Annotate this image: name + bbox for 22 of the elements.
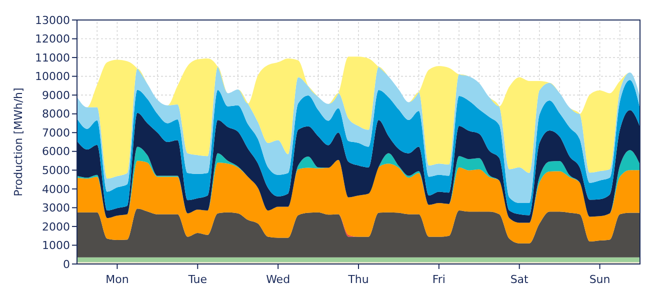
- y-tick-label: 1000: [42, 239, 70, 252]
- y-tick-label: 4000: [42, 182, 70, 196]
- x-tick-label: Mon: [106, 273, 129, 286]
- y-tick-label: 10000: [35, 70, 70, 84]
- x-tick-label: Sat: [510, 273, 530, 286]
- y-tick-label: 12000: [35, 32, 70, 46]
- y-tick-label: 7000: [42, 126, 70, 140]
- x-tick-label: Thu: [347, 273, 369, 286]
- y-tick-label: 0: [63, 258, 70, 271]
- y-axis-title: Production [MWh/h]: [12, 88, 25, 196]
- x-tick-label: Tue: [187, 273, 208, 286]
- y-tick-label: 5000: [42, 164, 70, 178]
- x-tick-label: Sun: [589, 273, 610, 286]
- y-tick-label: 3000: [42, 202, 70, 215]
- x-tick-label: Wed: [266, 273, 290, 286]
- y-tick-label: 11000: [35, 51, 70, 64]
- y-tick-label: 8000: [42, 108, 70, 121]
- y-tick-label: 9000: [42, 88, 70, 102]
- x-tick-label: Fri: [432, 273, 446, 286]
- y-tick-label: 6000: [42, 145, 70, 158]
- y-tick-label: 2000: [42, 220, 70, 234]
- y-tick-label: 13000: [35, 14, 70, 27]
